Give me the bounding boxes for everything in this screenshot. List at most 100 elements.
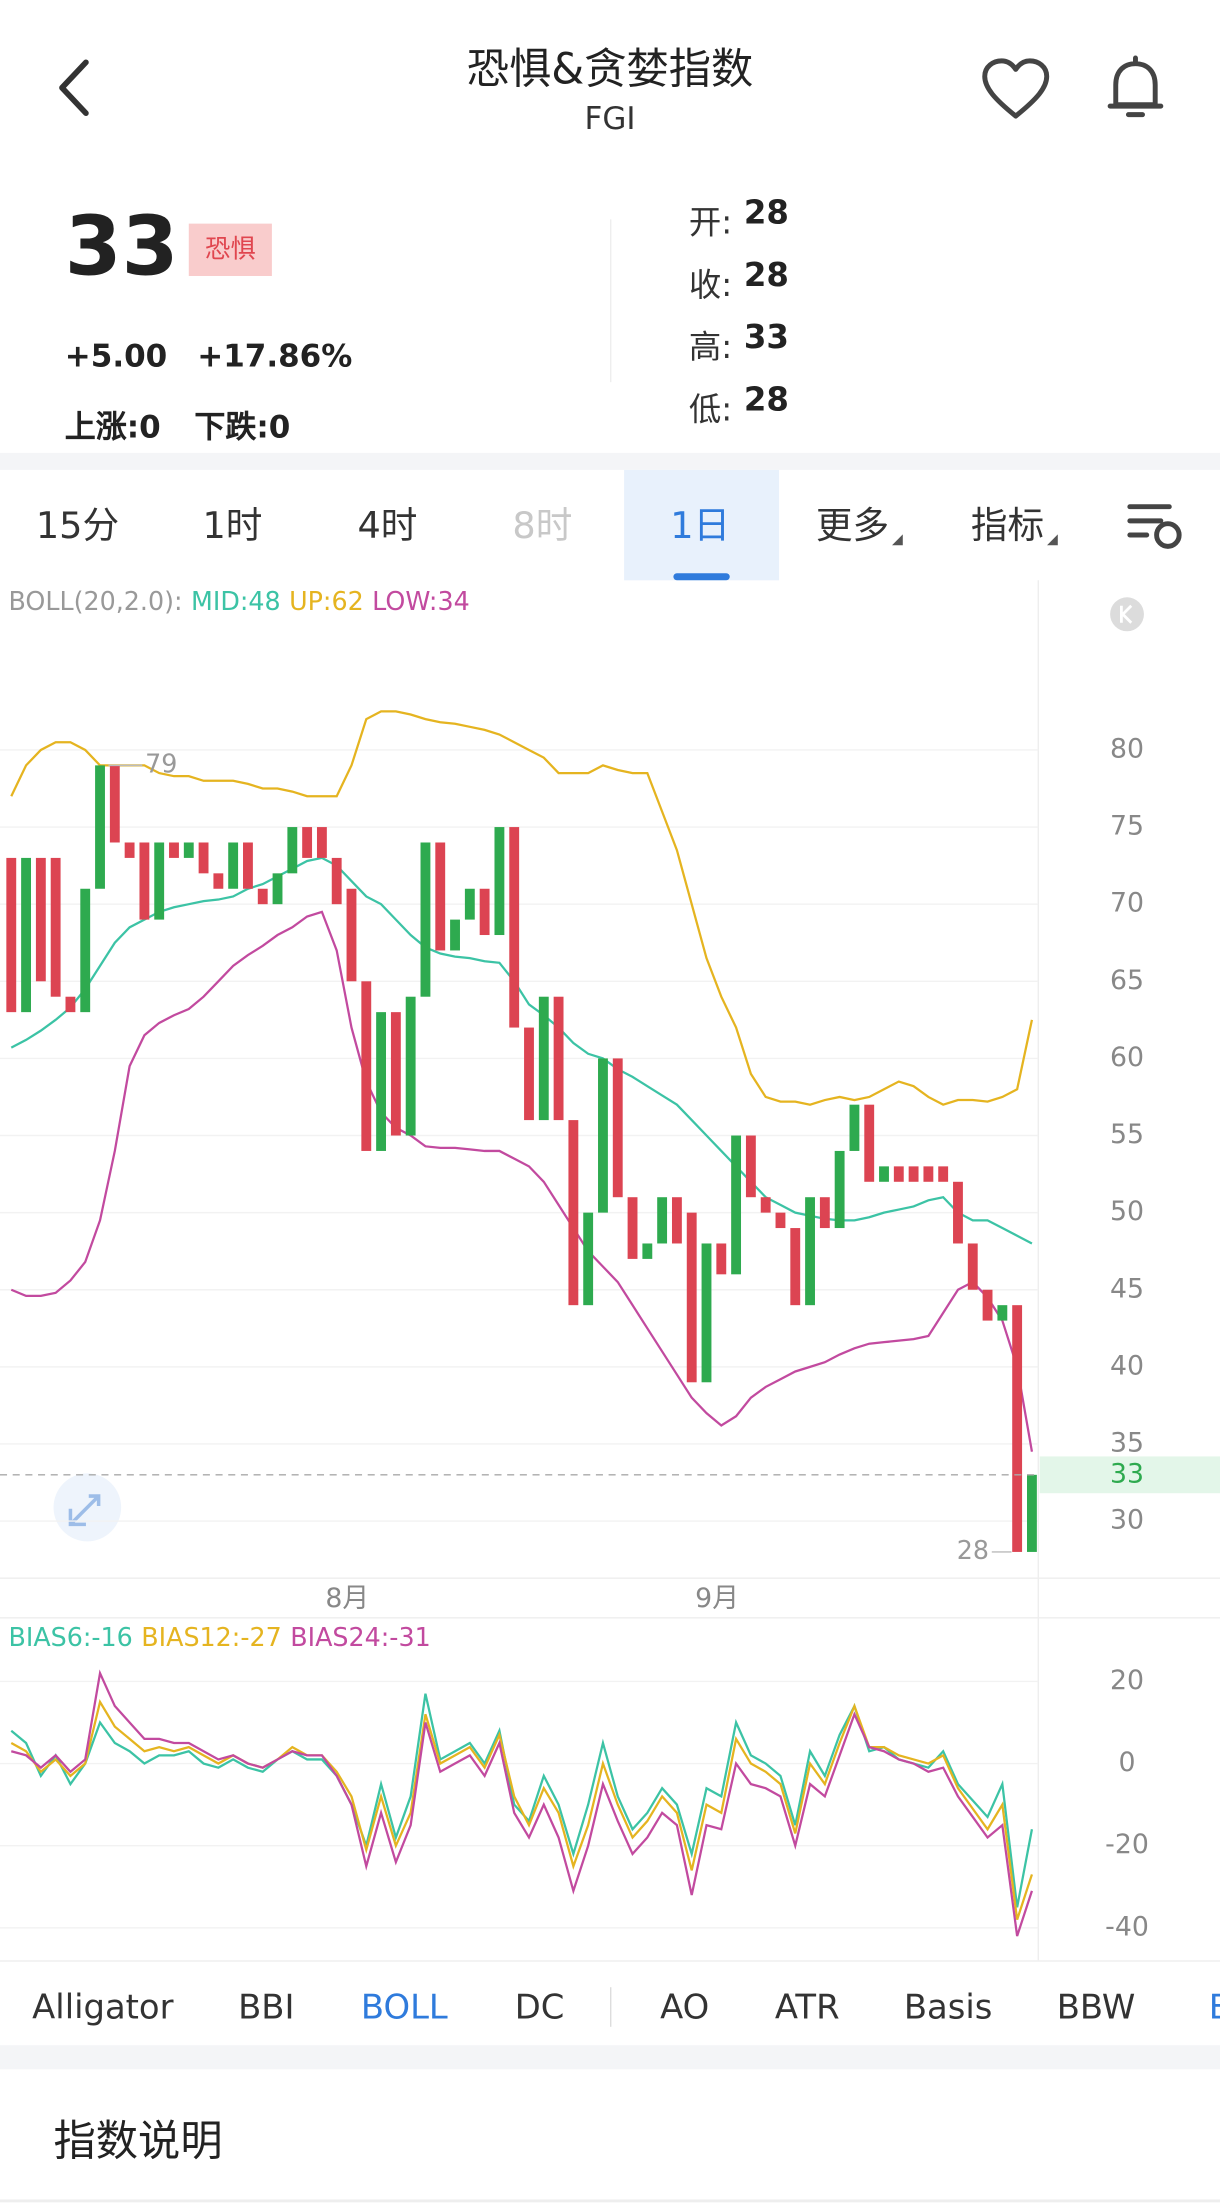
candle <box>479 888 490 936</box>
candle <box>331 857 342 905</box>
y-tick-label: -20 <box>1105 1829 1149 1860</box>
candle <box>494 827 505 936</box>
low-label: 28 <box>957 1535 989 1565</box>
indicator-tab[interactable]: BBW <box>1056 1987 1136 2027</box>
timeframe-tab[interactable]: 4时 <box>357 505 418 548</box>
candle <box>686 1212 697 1383</box>
candle <box>65 996 76 1013</box>
section-title: 指数说明 <box>53 2117 223 2167</box>
candle <box>538 996 549 1121</box>
candle <box>553 996 564 1121</box>
back-button[interactable] <box>42 54 107 122</box>
collapse-icon <box>1119 604 1133 624</box>
indicator-tab[interactable]: Basis <box>903 1987 993 2027</box>
y-tick-label: 50 <box>1110 1196 1144 1227</box>
candle <box>109 765 120 843</box>
candle <box>701 1243 712 1383</box>
timeframe-tab[interactable]: 更多 ◢ <box>815 505 903 548</box>
indicator-line <box>10 910 1034 1452</box>
candle <box>169 842 179 858</box>
price: 33 <box>64 198 179 295</box>
indicator-tab[interactable]: ATR <box>774 1987 840 2027</box>
sentiment-tag: 恐惧 <box>188 223 272 276</box>
candle <box>627 1197 638 1259</box>
candle <box>642 1243 653 1259</box>
favorite-button[interactable] <box>981 57 1051 122</box>
candle <box>908 1166 919 1182</box>
y-tick-label: 55 <box>1110 1119 1144 1150</box>
candle <box>716 1243 727 1275</box>
timeframe-tab[interactable]: 1时 <box>202 505 263 548</box>
candle <box>50 857 61 997</box>
ohlc-label: 开: <box>688 205 733 243</box>
separator <box>0 2045 1220 2070</box>
y-tick-label: 80 <box>1110 733 1144 764</box>
candle <box>287 827 298 874</box>
timeframe-tab[interactable]: 指标 ◢ <box>970 505 1058 548</box>
change-percent: +17.86% <box>197 339 353 376</box>
candle <box>302 827 313 858</box>
indicator-line <box>10 1698 1034 1920</box>
candle <box>849 1104 860 1151</box>
candle <box>257 888 268 905</box>
candle <box>376 1012 387 1151</box>
y-tick-label: 60 <box>1110 1042 1144 1073</box>
candle <box>272 873 283 905</box>
candle <box>509 827 520 1028</box>
candle <box>1027 1474 1037 1552</box>
legend-entry: MID:48 <box>191 586 281 616</box>
legend-entry: BIAS12:-27 <box>141 1622 281 1652</box>
candle <box>745 1135 756 1198</box>
candle <box>731 1135 742 1275</box>
y-tick-label: 65 <box>1110 965 1144 996</box>
candle <box>124 842 135 858</box>
indicator-tab[interactable]: B <box>1209 1970 1220 2044</box>
y-tick-label: 45 <box>1110 1273 1144 1304</box>
collapse-button[interactable] <box>1110 597 1144 632</box>
candle <box>35 857 46 982</box>
candle <box>361 981 372 1151</box>
alert-button[interactable] <box>1104 54 1166 125</box>
indicator-tab[interactable]: DC <box>514 1987 565 2027</box>
indicator-line <box>10 1669 1034 1937</box>
candle <box>21 857 31 1013</box>
timeframe-tab[interactable]: 8时 <box>512 505 573 548</box>
candle <box>583 1212 594 1306</box>
indicator-tab[interactable]: BBI <box>238 1987 295 2027</box>
indicator-tab[interactable]: Alligator <box>32 1987 174 2027</box>
candle <box>775 1212 786 1229</box>
candle <box>198 842 209 874</box>
candle <box>612 1058 623 1198</box>
ohlc-label: 低: <box>688 392 733 429</box>
ohlc-value: 28 <box>743 382 789 419</box>
timeframe-tab[interactable]: 1日 <box>670 505 731 548</box>
expand-icon <box>68 1494 101 1527</box>
indicator-tab[interactable]: AO <box>660 1987 710 2027</box>
timeframe-tab[interactable]: 15分 <box>35 505 120 548</box>
candle <box>464 888 475 920</box>
ohlc-label: 高: <box>688 329 733 367</box>
divider <box>610 1987 612 2027</box>
y-tick-label: 40 <box>1110 1350 1144 1381</box>
candle <box>346 888 357 982</box>
legend-entry: LOW:34 <box>372 586 470 616</box>
chart-settings[interactable] <box>1127 498 1186 552</box>
indicator-line <box>10 856 1033 1245</box>
up-count: 上涨:0 <box>64 410 161 446</box>
indicator-line <box>10 1693 1034 1908</box>
ohlc-label: 收: <box>688 267 733 305</box>
legend-entry: BIAS6:-16 <box>8 1622 132 1652</box>
page-title: 恐惧&贪婪指数 <box>466 45 754 95</box>
x-tick-label: 9月 <box>695 1583 739 1614</box>
candle <box>568 1120 579 1306</box>
ohlc-value: 28 <box>743 195 789 233</box>
candle <box>435 842 446 951</box>
ohlc-value: 33 <box>743 319 789 357</box>
candle <box>390 1012 401 1136</box>
indicator-tab[interactable]: BOLL <box>360 1987 448 2027</box>
last-price-label: 33 <box>1110 1458 1144 1489</box>
y-tick-label: -40 <box>1105 1911 1149 1942</box>
